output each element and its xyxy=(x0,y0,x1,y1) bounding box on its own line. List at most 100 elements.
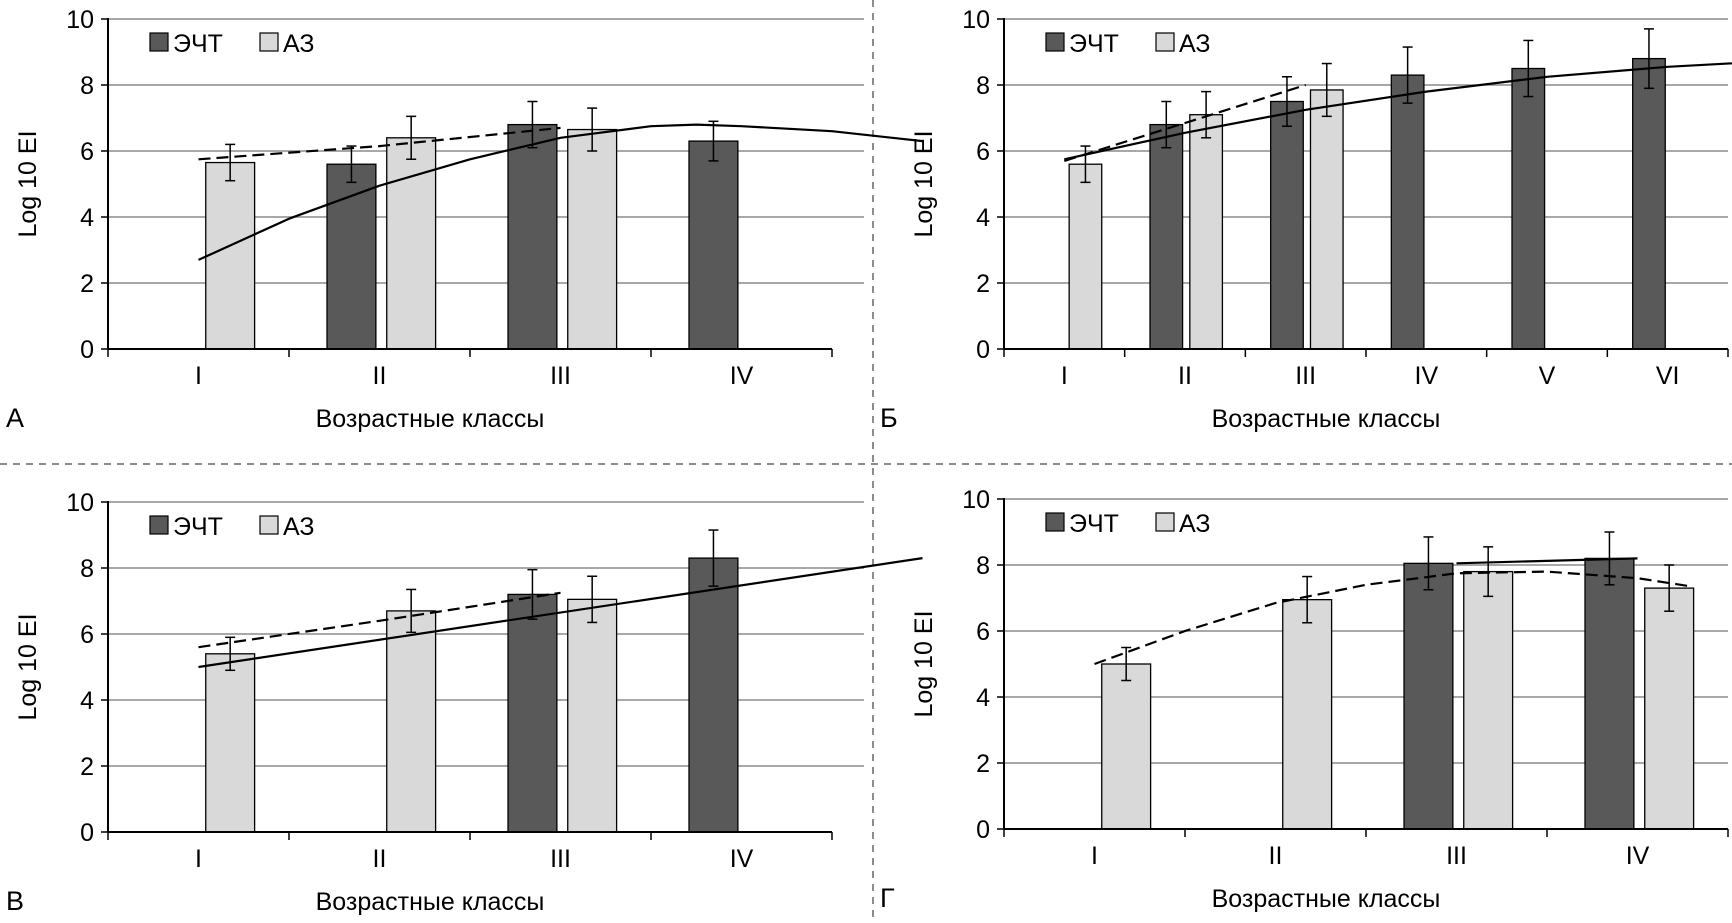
x-tick-label: IV xyxy=(1626,842,1650,870)
x-axis-title: Возрастные классы xyxy=(1212,885,1441,913)
y-tick-label: 4 xyxy=(80,204,94,232)
bar-echt xyxy=(1403,562,1454,830)
bar-az xyxy=(1463,570,1514,830)
y-tick-label: 6 xyxy=(976,138,990,166)
panel-letter: В xyxy=(6,886,24,916)
panel-letter: Б xyxy=(880,403,898,433)
bar-echt xyxy=(688,557,739,833)
bar-echt xyxy=(688,140,739,350)
trendline-az xyxy=(198,591,561,649)
y-tick-label: 10 xyxy=(962,486,990,514)
bar-az xyxy=(1068,163,1103,350)
bar-echt xyxy=(507,593,558,833)
legend-label-echt: ЭЧТ xyxy=(173,513,223,541)
legend-swatch-az xyxy=(1155,32,1175,52)
x-tick-label: I xyxy=(195,845,202,873)
x-tick-label: III xyxy=(1295,362,1316,390)
legend-swatch-echt xyxy=(149,32,169,52)
y-axis-title: Log 10 EI xyxy=(14,613,42,720)
x-tick-label: I xyxy=(1091,842,1098,870)
legend-swatch-az xyxy=(259,32,279,52)
x-axis-title: Возрастные классы xyxy=(316,405,545,433)
trendline-az xyxy=(1094,570,1692,666)
bar-az xyxy=(386,610,437,833)
x-tick-label: IV xyxy=(1415,362,1439,390)
y-tick-label: 2 xyxy=(80,753,94,781)
y-tick-label: 10 xyxy=(66,6,94,34)
legend-label-echt: ЭЧТ xyxy=(1069,510,1119,538)
y-tick-label: 4 xyxy=(976,684,990,712)
y-tick-label: 10 xyxy=(66,489,94,517)
y-tick-label: 4 xyxy=(80,687,94,715)
panel-letter: А xyxy=(6,403,24,433)
x-tick-label: II xyxy=(1269,842,1283,870)
legend-label-az: АЗ xyxy=(283,30,315,58)
bar-echt xyxy=(326,163,377,350)
x-tick-label: VI xyxy=(1656,362,1680,390)
bar-echt xyxy=(507,123,558,350)
legend-label-az: АЗ xyxy=(1179,30,1211,58)
trendline-az xyxy=(198,126,561,161)
trendline-echt xyxy=(198,123,923,261)
bar-echt xyxy=(1390,74,1425,350)
y-tick-label: 6 xyxy=(976,618,990,646)
y-axis-title: Log 10 EI xyxy=(14,130,42,237)
x-tick-label: IV xyxy=(730,362,754,390)
legend-swatch-az xyxy=(259,515,279,535)
bar-echt xyxy=(1270,100,1304,350)
x-tick-label: IV xyxy=(730,845,754,873)
y-tick-label: 8 xyxy=(976,552,990,580)
bar-az xyxy=(567,128,618,350)
bar-az xyxy=(205,653,256,833)
x-tick-label: II xyxy=(373,362,387,390)
trendline-echt xyxy=(1064,62,1732,161)
legend-label-az: АЗ xyxy=(1179,510,1211,538)
y-axis-title: Log 10 EI xyxy=(910,130,938,237)
trendline-az xyxy=(1063,83,1307,162)
y-tick-label: 2 xyxy=(80,270,94,298)
bar-az xyxy=(205,161,256,350)
bar-echt xyxy=(1511,67,1546,350)
legend-swatch-echt xyxy=(1045,512,1065,532)
y-tick-label: 0 xyxy=(80,819,94,847)
x-tick-label: I xyxy=(195,362,202,390)
bar-az xyxy=(1189,114,1224,350)
legend-swatch-echt xyxy=(149,515,169,535)
bar-az xyxy=(1282,599,1333,830)
x-tick-label: III xyxy=(550,362,571,390)
x-tick-label: I xyxy=(1061,362,1068,390)
bar-echt xyxy=(1149,123,1184,350)
bar-az xyxy=(1644,587,1695,830)
bar-az xyxy=(1101,663,1152,830)
y-tick-label: 10 xyxy=(962,6,990,34)
y-tick-label: 8 xyxy=(80,72,94,100)
legend-swatch-echt xyxy=(1045,32,1065,52)
bar-echt xyxy=(1632,57,1666,350)
panel-letter: Г xyxy=(880,883,895,913)
y-tick-label: 0 xyxy=(976,816,990,844)
y-tick-label: 2 xyxy=(976,270,990,298)
y-tick-label: 8 xyxy=(976,72,990,100)
y-tick-label: 6 xyxy=(80,621,94,649)
trendline-echt xyxy=(198,557,923,669)
y-tick-label: 2 xyxy=(976,750,990,778)
y-tick-label: 0 xyxy=(80,336,94,364)
x-tick-label: III xyxy=(550,845,571,873)
legend-label-echt: ЭЧТ xyxy=(173,30,223,58)
x-tick-label: III xyxy=(1446,842,1467,870)
y-tick-label: 8 xyxy=(80,555,94,583)
x-axis-title: Возрастные классы xyxy=(1212,405,1441,433)
legend-label-echt: ЭЧТ xyxy=(1069,30,1119,58)
x-axis-title: Возрастные классы xyxy=(316,888,545,916)
bar-az xyxy=(386,137,437,350)
bar-echt xyxy=(1584,557,1635,830)
y-tick-label: 4 xyxy=(976,204,990,232)
bar-az xyxy=(1309,89,1344,350)
y-tick-label: 6 xyxy=(80,138,94,166)
y-axis-title: Log 10 EI xyxy=(910,610,938,717)
